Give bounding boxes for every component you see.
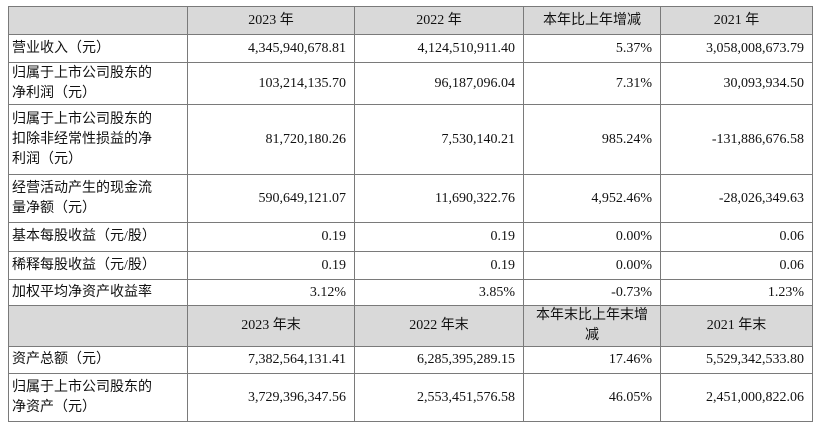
row-label: 归属于上市公司股东的 扣除非经常性损益的净 利润（元） (8, 104, 188, 175)
value-cell: 0.19 (354, 251, 524, 280)
header-cell: 2022 年 (354, 6, 524, 35)
data-row: 归属于上市公司股东的 净利润（元） 103,214,135.70 96,187,096… (8, 62, 813, 105)
value-cell: -28,026,349.63 (660, 174, 813, 223)
label-line: 扣除非经常性损益的净 (12, 131, 152, 147)
data-row: 稀释每股收益（元/股） 0.19 0.19 0.00% 0.06 (8, 251, 813, 280)
value-cell: 4,345,940,678.81 (187, 34, 355, 63)
value-cell: 96,187,096.04 (354, 62, 524, 105)
value-cell: 7,382,564,131.41 (187, 346, 355, 374)
label-line: 量净额（元） (12, 200, 96, 216)
data-row: 经营活动产生的现金流 量净额（元） 590,649,121.07 11,690,322… (8, 174, 813, 223)
label-line: 归属于上市公司股东的 (12, 111, 152, 127)
data-row: 归属于上市公司股东的 扣除非经常性损益的净 利润（元） 81,720,180.26 7,… (8, 104, 813, 175)
value-cell: 4,952.46% (523, 174, 661, 223)
header-cell: 2023 年末 (187, 305, 355, 347)
page: 2023 年 2022 年本年比上年增减 2021 年营业收入（元） 4,345,94… (8, 6, 813, 422)
row-label: 基本每股收益（元/股） (8, 222, 188, 252)
value-cell: 3,058,008,673.79 (660, 34, 813, 63)
value-cell: 81,720,180.26 (187, 104, 355, 175)
value-cell: 4,124,510,911.40 (354, 34, 524, 63)
value-cell: 5.37% (523, 34, 661, 63)
data-row: 加权平均净资产收益率 3.12% 3.85% -0.73% 1.23% (8, 279, 813, 306)
data-row: 归属于上市公司股东的 净资产（元） 3,729,396,347.56 2,553,45… (8, 373, 813, 422)
value-cell: 0.00% (523, 222, 661, 252)
label-line: 利润（元） (12, 151, 82, 167)
label-line: 稀释每股收益（元/股） (12, 257, 156, 273)
value-cell: 0.06 (660, 222, 813, 252)
row-label: 归属于上市公司股东的 净资产（元） (8, 373, 188, 422)
value-cell: 2,553,451,576.58 (354, 373, 524, 422)
value-cell: 0.19 (187, 251, 355, 280)
row-label: 经营活动产生的现金流 量净额（元） (8, 174, 188, 223)
value-cell: 590,649,121.07 (187, 174, 355, 223)
value-cell: 7,530,140.21 (354, 104, 524, 175)
value-cell: 17.46% (523, 346, 661, 374)
row-label: 加权平均净资产收益率 (8, 279, 188, 306)
label-line: 净资产（元） (12, 399, 96, 415)
value-cell: 6,285,395,289.15 (354, 346, 524, 374)
row-label: 归属于上市公司股东的 净利润（元） (8, 62, 188, 105)
data-row: 资产总额（元） 7,382,564,131.41 6,285,395,289.15 1… (8, 346, 813, 374)
label-line: 经营活动产生的现金流 (12, 180, 152, 196)
value-cell: 11,690,322.76 (354, 174, 524, 223)
row-label: 营业收入（元） (8, 34, 188, 63)
header-cell: 2023 年 (187, 6, 355, 35)
header-cell (8, 305, 188, 347)
value-cell: 2,451,000,822.06 (660, 373, 813, 422)
data-row: 营业收入（元） 4,345,940,678.81 4,124,510,911.40 5… (8, 34, 813, 63)
value-cell: 5,529,342,533.80 (660, 346, 813, 374)
value-cell: 0.19 (187, 222, 355, 252)
header-cell (8, 6, 188, 35)
label-line: 基本每股收益（元/股） (12, 229, 156, 244)
value-cell: 3.12% (187, 279, 355, 306)
label-line: 净利润（元） (12, 85, 96, 101)
row-label: 资产总额（元） (8, 346, 188, 374)
value-cell: 0.06 (660, 251, 813, 280)
label-line: 加权平均净资产收益率 (12, 284, 152, 300)
header-row: 2023 年 2022 年本年比上年增减 2021 年 (8, 6, 813, 35)
data-row: 基本每股收益（元/股） 0.19 0.19 0.00% 0.06 (8, 222, 813, 252)
label-line: 归属于上市公司股东的 (12, 65, 152, 81)
row-label: 稀释每股收益（元/股） (8, 251, 188, 280)
value-cell: 0.00% (523, 251, 661, 280)
header-cell: 2022 年末 (354, 305, 524, 347)
label-line: 营业收入（元） (12, 40, 110, 56)
label-line: 资产总额（元） (12, 352, 110, 367)
header-cell: 本年比上年增减 (523, 6, 661, 35)
value-cell: 0.19 (354, 222, 524, 252)
financial-table: 2023 年 2022 年本年比上年增减 2021 年营业收入（元） 4,345,94… (8, 6, 813, 422)
value-cell: 30,093,934.50 (660, 62, 813, 105)
value-cell: 985.24% (523, 104, 661, 175)
value-cell: -131,886,676.58 (660, 104, 813, 175)
header-cell: 2021 年末 (660, 305, 813, 347)
value-cell: -0.73% (523, 279, 661, 306)
value-cell: 7.31% (523, 62, 661, 105)
value-cell: 1.23% (660, 279, 813, 306)
label-line: 归属于上市公司股东的 (12, 379, 152, 395)
value-cell: 3.85% (354, 279, 524, 306)
header-cell: 本年末比上年末增减 (523, 305, 661, 347)
header-cell: 2021 年 (660, 6, 813, 35)
value-cell: 46.05% (523, 373, 661, 422)
header-row: 2023 年末 2022 年末 本年末比上年末增减 2021 年末 (8, 305, 813, 347)
value-cell: 103,214,135.70 (187, 62, 355, 105)
value-cell: 3,729,396,347.56 (187, 373, 355, 422)
